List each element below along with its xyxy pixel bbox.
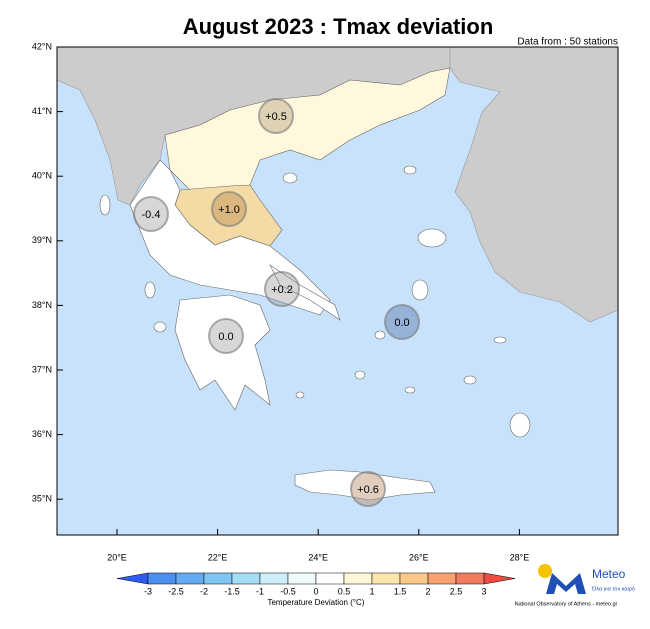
lat-label: 36°N [32, 429, 52, 439]
logo-name: Meteo [592, 567, 626, 581]
region-circle [258, 98, 294, 134]
region-markers: +0.5 -0.4 +1.0 +0.2 0.0 0.0 +0.6 [133, 98, 420, 507]
colorbar-segment [343, 572, 373, 585]
logo-mark [546, 573, 586, 594]
region-circle [133, 196, 169, 232]
logo-tagline: Όλα για τον καιρό [591, 585, 635, 592]
lat-label: 42°N [32, 41, 52, 51]
colorbar-tick: 1 [369, 586, 374, 596]
colorbar-tick: 1.5 [394, 586, 407, 596]
subtitle: Data from : 50 stations [517, 37, 618, 48]
lat-label: 38°N [32, 300, 52, 310]
colorbar-tick: -1 [256, 586, 264, 596]
lon-label: 20°E [107, 552, 127, 562]
colorbar-tick: -1.5 [224, 586, 240, 596]
map-area [56, 46, 619, 536]
colorbar-tick: -2.5 [168, 586, 184, 596]
colorbar-tick: -2 [200, 586, 208, 596]
region-circle [264, 271, 300, 307]
region-value: -0.4 [142, 209, 161, 221]
colorbar-tick: -0.5 [280, 586, 296, 596]
colorbar-segment [175, 572, 205, 585]
region-value: +0.2 [271, 284, 293, 296]
colorbar-segment [455, 572, 485, 585]
colorbar-tick: 3 [481, 586, 486, 596]
lat-label: 35°N [32, 494, 52, 504]
colorbar-label: Temperature Deviation (°C) [267, 598, 364, 607]
colorbar-segment [427, 572, 457, 585]
lon-label: 28°E [510, 552, 530, 562]
region-circle [211, 191, 247, 227]
frame [56, 46, 619, 536]
region-value: +0.5 [265, 111, 287, 123]
evia [269, 264, 341, 321]
region-circle [384, 304, 420, 340]
lat-label: 37°N [32, 364, 52, 374]
region-value: 0.0 [218, 331, 233, 343]
colorbar-segment [371, 572, 401, 585]
turkey [449, 46, 619, 323]
logo-sun [538, 564, 552, 578]
region-value: +0.6 [357, 484, 379, 496]
axes: 42°N 41°N 40°N 39°N 38°N 37°N 36°N 35°N 20°E 22°E… [32, 41, 529, 562]
colorbar-end [116, 572, 149, 585]
colorbar-tick: 2.5 [450, 586, 463, 596]
lat-label: 40°N [32, 171, 52, 181]
islands [99, 165, 531, 438]
lat-label: 39°N [32, 235, 52, 245]
colorbar-segment [259, 572, 289, 585]
lon-label: 22°E [208, 552, 228, 562]
region-value: +1.0 [218, 204, 240, 216]
region-value: 0.0 [394, 317, 409, 329]
lon-label: 24°E [308, 552, 328, 562]
lat-label: 41°N [32, 106, 52, 116]
logo: Meteo Όλα για τον καιρό National Observa… [515, 564, 635, 607]
colorbar-end [483, 572, 516, 585]
colorbar-tick: 2 [425, 586, 430, 596]
colorbar-segment [399, 572, 429, 585]
crete [294, 469, 436, 501]
colorbar: -3 -2.5 -2 -1.5 -1 -0.5 0 0.5 1 1.5 2 2.5 3 Temperatu… [116, 572, 516, 607]
colorbar-segment [203, 572, 233, 585]
colorbar-tick: 0 [313, 586, 318, 596]
colorbar-segment [147, 572, 177, 585]
colorbar-segment [315, 572, 345, 585]
region-circle [350, 471, 386, 507]
colorbar-segment [287, 572, 317, 585]
lon-label: 26°E [409, 552, 429, 562]
colorbar-tick: -3 [144, 586, 152, 596]
title: August 2023 : Tmax deviation [183, 14, 494, 39]
colorbar-segment [231, 572, 261, 585]
logo-credit: National Observatory of Athens - meteo.g… [515, 601, 618, 607]
colorbar-tick: 0.5 [338, 586, 351, 596]
region-circle [208, 318, 244, 354]
